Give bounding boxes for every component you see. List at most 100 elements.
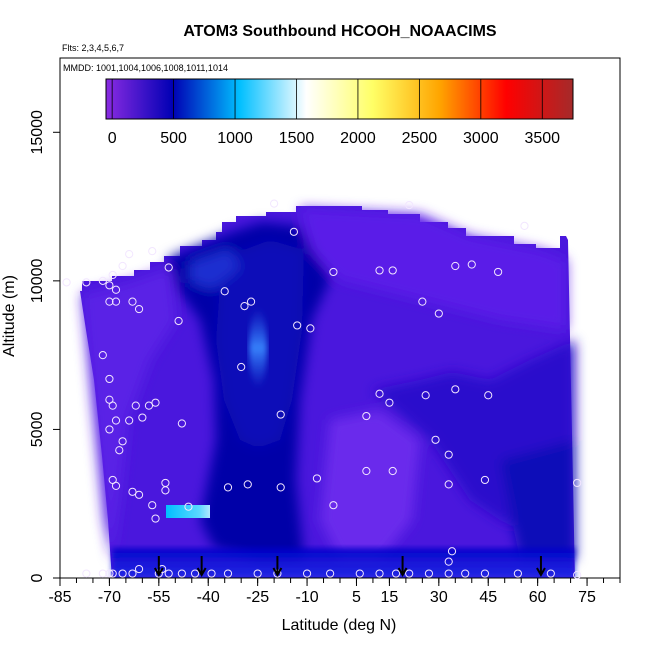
- sample-point: [253, 569, 262, 578]
- profile-marker-head: [397, 567, 408, 578]
- sample-point: [151, 398, 160, 407]
- sample-point: [105, 281, 114, 290]
- colorbar-tick-label: 3000: [463, 130, 499, 147]
- sample-point: [513, 569, 522, 578]
- sample-point: [177, 569, 186, 578]
- sample-point: [306, 324, 315, 333]
- sample-point: [467, 260, 476, 269]
- chart-title: ATOM3 Southbound HCOOH_NOAACIMS: [183, 23, 496, 40]
- sample-point: [151, 514, 160, 523]
- sample-point: [111, 285, 121, 294]
- sample-point: [405, 200, 414, 210]
- sample-point: [118, 261, 127, 271]
- chart-subtitle-dates: MMDD: 1001,1004,1006,1008,1011,1014: [63, 63, 228, 73]
- sample-point: [223, 483, 233, 492]
- sample-point: [125, 416, 134, 425]
- sample-point: [461, 569, 470, 578]
- sample-point: [276, 410, 285, 419]
- sample-point: [220, 287, 229, 296]
- right-edge-band: [500, 440, 575, 560]
- sample-point: [573, 478, 582, 488]
- sample-point: [520, 221, 529, 230]
- x-axis-label: Latitude (deg N): [282, 617, 397, 634]
- sample-point: [223, 569, 233, 578]
- sample-point: [444, 557, 453, 566]
- x-tick-label: 75: [578, 589, 596, 606]
- sample-point: [105, 374, 114, 384]
- sample-point: [98, 569, 107, 578]
- sample-point: [447, 547, 457, 556]
- sample-point: [98, 351, 107, 360]
- sample-point: [494, 267, 503, 277]
- x-tick-label: -85: [48, 589, 71, 606]
- sample-point: [131, 401, 140, 410]
- sample-point: [115, 446, 124, 455]
- sample-point: [148, 501, 157, 510]
- colorbar-tick-label: 3500: [524, 130, 560, 147]
- sample-point: [484, 391, 493, 400]
- profile-marker-head: [196, 567, 207, 578]
- sample-point: [190, 569, 200, 578]
- sample-point: [82, 278, 91, 287]
- sample-point: [174, 316, 183, 326]
- profile-marker-head: [536, 567, 546, 578]
- sample-point: [329, 267, 338, 277]
- sample-point: [385, 398, 394, 407]
- heatmap-field: [80, 206, 575, 578]
- center-bright: [320, 410, 420, 560]
- left-edge-bright: [82, 268, 176, 560]
- sample-point: [138, 413, 147, 422]
- sample-point: [375, 569, 384, 578]
- sample-point: [148, 247, 157, 256]
- sample-point: [144, 401, 154, 410]
- sample-point: [270, 199, 279, 208]
- profile-marker-head: [153, 567, 164, 578]
- sample-point: [573, 570, 582, 580]
- sample-point: [128, 569, 137, 578]
- sample-point: [118, 569, 127, 578]
- colorbar-tick-label: 1500: [279, 130, 315, 147]
- sample-point: [207, 569, 216, 578]
- sample-point: [276, 483, 285, 492]
- sample-point: [431, 435, 440, 444]
- colorbar-tick-label: 2000: [340, 130, 376, 147]
- x-tick-label: -55: [147, 589, 170, 606]
- x-tick-label: -40: [197, 589, 220, 606]
- sample-point: [118, 437, 127, 446]
- sample-point: [444, 450, 453, 459]
- sample-point: [451, 261, 460, 271]
- high-value-stripe: [166, 505, 210, 518]
- sample-point: [312, 474, 322, 483]
- sample-point: [289, 227, 298, 236]
- sample-point: [237, 362, 246, 372]
- sample-point: [418, 297, 427, 306]
- upper-right-bright: [300, 208, 566, 330]
- y-tick-label: 15000: [29, 110, 46, 155]
- sample-point: [108, 569, 117, 578]
- sample-point: [329, 501, 338, 510]
- sample-point: [105, 425, 114, 434]
- sample-point: [246, 297, 256, 306]
- sample-point: [134, 490, 144, 499]
- sample-point: [164, 569, 173, 578]
- sample-point: [421, 391, 430, 400]
- sample-point: [177, 419, 186, 428]
- sample-point: [184, 502, 193, 511]
- sample-point: [480, 475, 490, 485]
- sample-point: [98, 276, 107, 285]
- colorbar-tick-label: 500: [160, 130, 187, 147]
- sample-point: [111, 481, 121, 490]
- sample-point: [434, 309, 443, 318]
- sample-point: [375, 266, 384, 275]
- sample-point: [164, 263, 173, 272]
- sample-point: [62, 278, 71, 287]
- x-tick-label: 45: [479, 589, 497, 606]
- sample-point: [388, 466, 397, 476]
- sample-point: [480, 569, 490, 578]
- sample-point: [128, 297, 137, 306]
- sample-point: [125, 250, 134, 259]
- sample-point: [302, 569, 312, 578]
- sample-point: [111, 297, 121, 306]
- sample-point: [161, 486, 170, 495]
